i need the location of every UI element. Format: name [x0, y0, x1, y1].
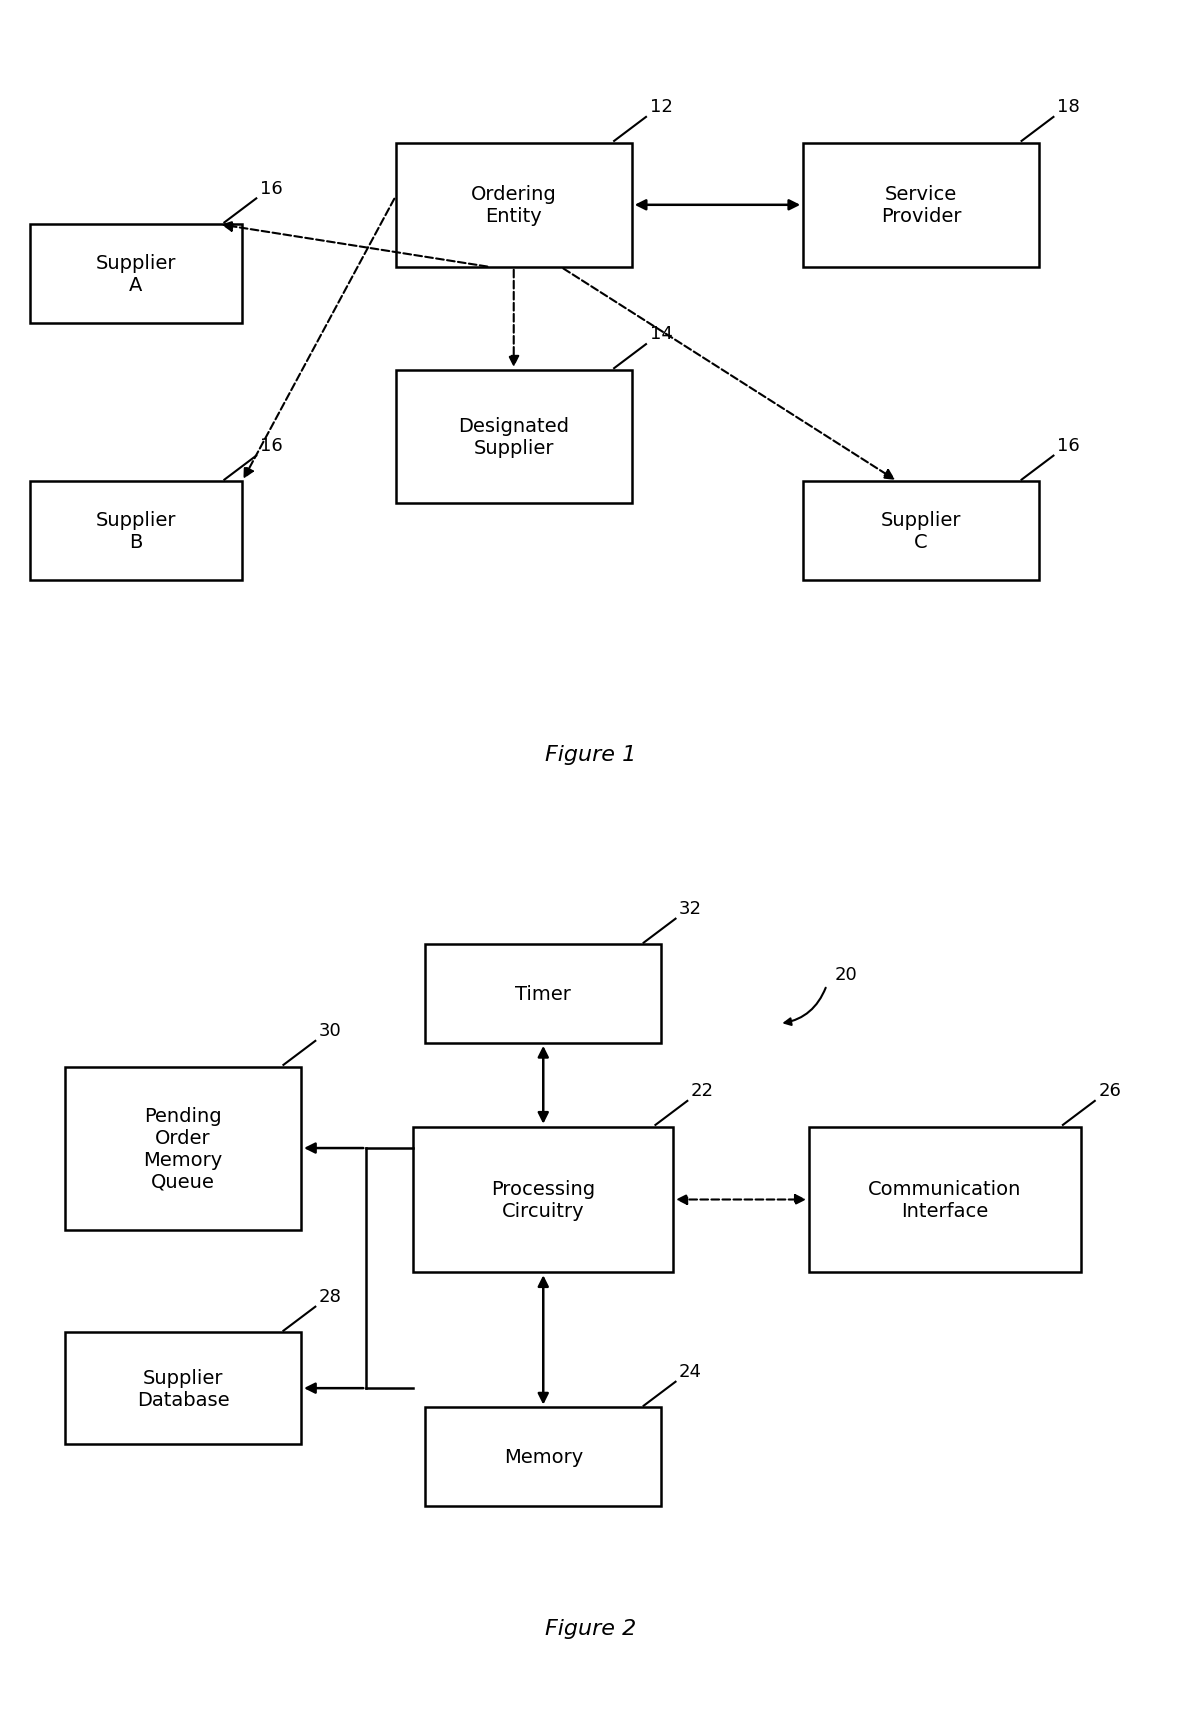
Text: Supplier
C: Supplier C [881, 511, 961, 552]
Text: 28: 28 [319, 1287, 341, 1306]
Bar [425, 944, 661, 1044]
Text: Designated
Supplier: Designated Supplier [458, 417, 569, 458]
Bar [65, 1333, 301, 1443]
Text: 18: 18 [1057, 98, 1079, 117]
Text: 20: 20 [835, 965, 857, 984]
Bar [809, 1128, 1081, 1272]
Text: 14: 14 [650, 326, 672, 343]
Bar [65, 1066, 301, 1231]
Text: Memory: Memory [503, 1447, 583, 1467]
Bar [396, 370, 632, 504]
Text: 12: 12 [650, 98, 672, 117]
Text: Supplier
Database: Supplier Database [137, 1368, 229, 1409]
Text: Pending
Order
Memory
Queue: Pending Order Memory Queue [143, 1106, 223, 1191]
Text: 32: 32 [679, 900, 702, 917]
Bar [396, 144, 632, 267]
Text: Figure 2: Figure 2 [544, 1618, 637, 1639]
Text: Supplier
A: Supplier A [96, 254, 176, 295]
Text: 16: 16 [260, 180, 282, 197]
Text: 24: 24 [679, 1363, 702, 1380]
Text: Supplier
B: Supplier B [96, 511, 176, 552]
Bar [30, 482, 242, 581]
Text: Timer: Timer [515, 984, 572, 1004]
Text: Service
Provider: Service Provider [881, 185, 961, 226]
Text: Processing
Circuitry: Processing Circuitry [491, 1179, 595, 1220]
Text: 22: 22 [691, 1082, 713, 1100]
Text: Ordering
Entity: Ordering Entity [471, 185, 556, 226]
Bar [30, 225, 242, 324]
Text: 16: 16 [260, 437, 282, 454]
Text: 16: 16 [1057, 437, 1079, 454]
Text: 30: 30 [319, 1022, 341, 1039]
Bar [803, 144, 1039, 267]
Bar [413, 1128, 673, 1272]
Bar [425, 1407, 661, 1507]
Text: Communication
Interface: Communication Interface [868, 1179, 1022, 1220]
Bar [803, 482, 1039, 581]
Text: 26: 26 [1098, 1082, 1121, 1100]
Text: Figure 1: Figure 1 [544, 744, 637, 764]
